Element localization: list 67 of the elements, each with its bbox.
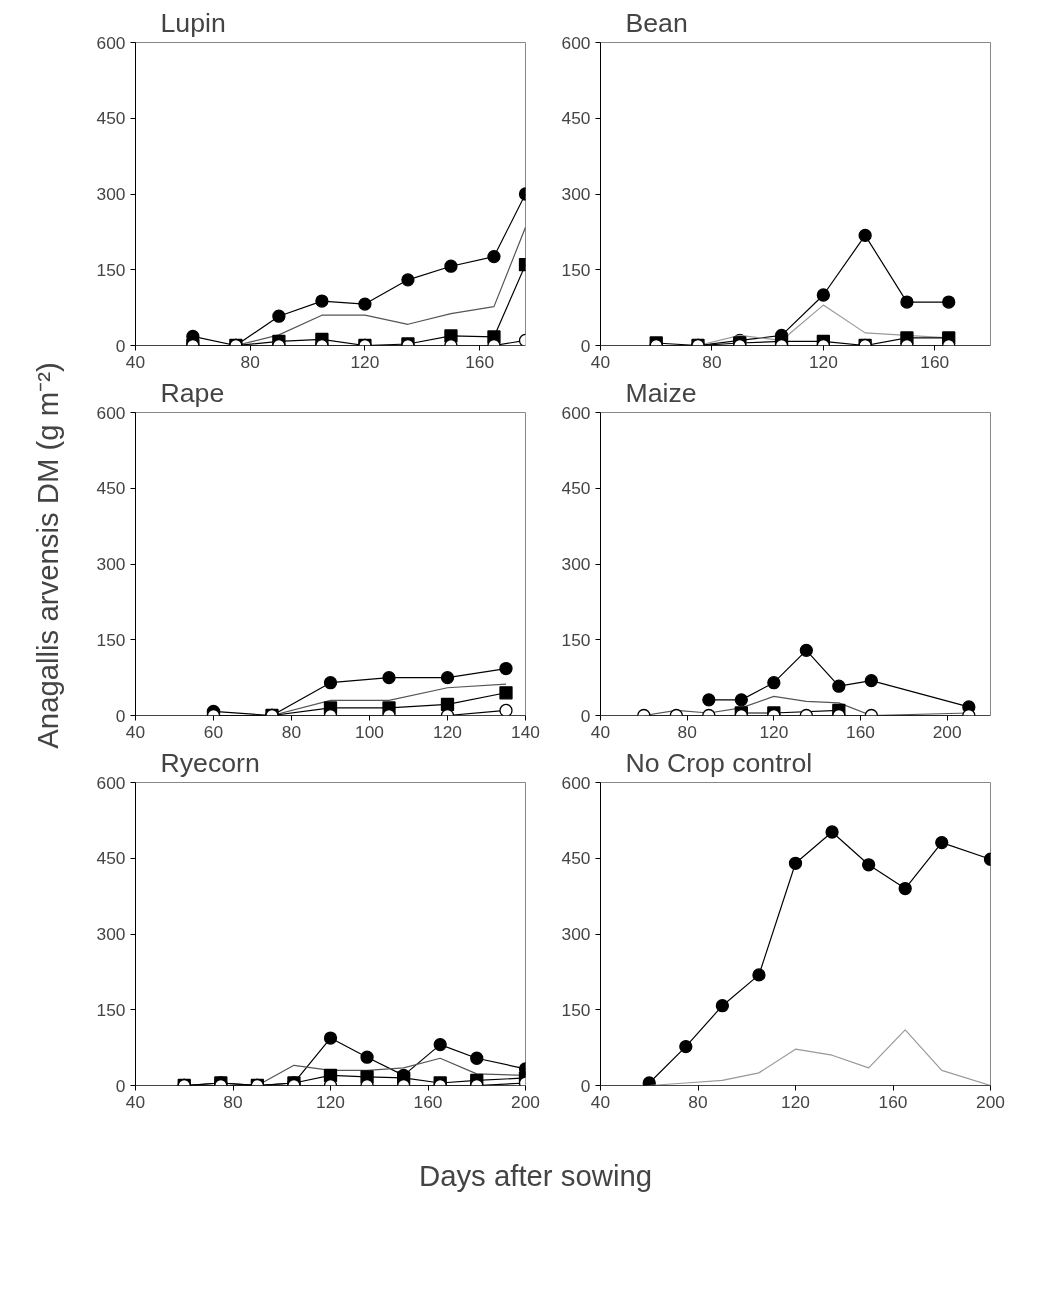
y-tick-label: 300 xyxy=(96,554,126,574)
y-tick-label: 450 xyxy=(561,848,591,869)
x-tick-label: 160 xyxy=(465,351,495,372)
x-tick-label: 200 xyxy=(932,721,962,742)
x-tick-label: 160 xyxy=(878,1091,908,1112)
x-tick-label: 160 xyxy=(846,721,875,742)
y-tick-label: 0 xyxy=(580,1075,591,1096)
x-tick-label: 200 xyxy=(976,1091,1005,1112)
x-tick-label: 120 xyxy=(781,1091,810,1112)
x-tick-label: 120 xyxy=(350,351,380,372)
x-tick-label: 120 xyxy=(316,1091,345,1112)
x-tick-label: 120 xyxy=(433,721,462,742)
x-tick-label: 160 xyxy=(920,351,950,372)
y-tick-label: 150 xyxy=(561,629,591,650)
x-axis-title: Days after sowing xyxy=(418,1159,653,1192)
x-tick-label: 60 xyxy=(203,721,224,742)
x-tick-label: 40 xyxy=(125,1091,146,1112)
x-tick-label: 40 xyxy=(590,351,611,372)
y-tick-label: 300 xyxy=(561,184,591,204)
x-tick-label: 40 xyxy=(590,1091,611,1112)
x-tick-label: 80 xyxy=(223,1091,243,1112)
x-tick-label: 80 xyxy=(702,351,722,372)
y-tick-label: 150 xyxy=(561,999,591,1020)
y-tick-label: 600 xyxy=(96,772,126,793)
y-tick-label: 600 xyxy=(96,32,126,53)
x-tick-label: 40 xyxy=(125,351,146,372)
y-tick-label: 450 xyxy=(96,108,126,129)
y-tick-label: 300 xyxy=(96,184,126,204)
y-tick-label: 300 xyxy=(96,924,126,944)
y-tick-label: 450 xyxy=(96,848,126,869)
x-tick-label: 100 xyxy=(355,721,384,742)
chart-title: Ryecorn xyxy=(160,747,260,778)
x-tick-label: 40 xyxy=(125,721,146,742)
x-tick-label: 80 xyxy=(688,1091,708,1112)
x-tick-label: 80 xyxy=(240,351,260,372)
x-tick-label: 40 xyxy=(590,721,611,742)
x-tick-label: 80 xyxy=(281,721,302,742)
x-tick-label: 120 xyxy=(759,721,789,742)
y-axis-title: Anagallis arvensis DM (g m⁻²) xyxy=(31,362,64,749)
y-tick-label: 0 xyxy=(115,1075,126,1096)
y-tick-label: 600 xyxy=(561,32,591,53)
y-tick-label: 150 xyxy=(561,259,591,280)
y-tick-label: 450 xyxy=(561,108,591,129)
y-tick-label: 0 xyxy=(580,705,591,726)
x-tick-label: 160 xyxy=(413,1091,443,1112)
chart-title: No Crop control xyxy=(625,747,813,778)
x-tick-label: 200 xyxy=(511,1091,540,1112)
y-tick-label: 150 xyxy=(96,629,126,650)
y-tick-label: 600 xyxy=(561,402,591,423)
y-tick-label: 0 xyxy=(580,335,591,356)
chart-title: Bean xyxy=(625,7,688,38)
y-tick-label: 150 xyxy=(96,259,126,280)
y-tick-label: 300 xyxy=(561,554,591,574)
x-tick-label: 140 xyxy=(511,721,540,742)
y-tick-label: 0 xyxy=(115,705,126,726)
y-tick-label: 600 xyxy=(561,772,591,793)
chart-title: Rape xyxy=(160,377,225,408)
x-tick-label: 80 xyxy=(677,721,697,742)
x-tick-label: 120 xyxy=(808,351,838,372)
y-tick-label: 450 xyxy=(561,478,591,499)
chart-title: Maize xyxy=(625,377,697,408)
chart-title: Lupin xyxy=(160,7,226,38)
y-tick-label: 450 xyxy=(96,478,126,499)
y-tick-label: 600 xyxy=(96,402,126,423)
y-tick-label: 0 xyxy=(115,335,126,356)
y-tick-label: 150 xyxy=(96,999,126,1020)
y-tick-label: 300 xyxy=(561,924,591,944)
